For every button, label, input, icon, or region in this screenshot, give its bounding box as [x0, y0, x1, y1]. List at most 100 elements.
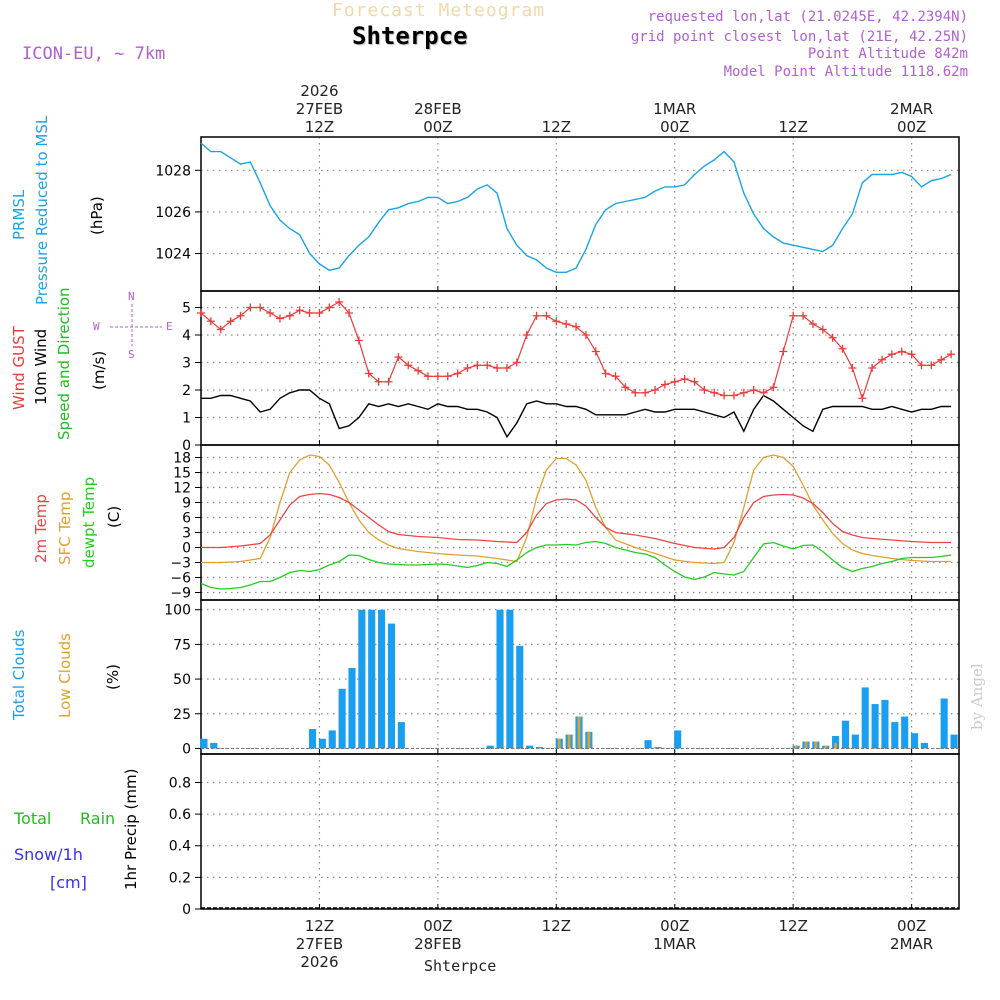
low-cloud-bar	[814, 741, 818, 749]
gust-marker	[848, 364, 857, 372]
gust-marker	[266, 309, 275, 317]
gust-marker	[197, 309, 205, 317]
gust-marker	[483, 361, 492, 370]
requested-coords: requested lon,lat (21.0245E, 42.2394N)	[647, 9, 968, 25]
total-cloud-bar	[358, 609, 366, 749]
gust-marker	[759, 388, 768, 397]
gust-marker	[453, 369, 462, 378]
low-cloud-bar	[794, 745, 798, 749]
gust-marker	[601, 369, 610, 378]
gust-marker	[887, 350, 896, 359]
total-cloud-bar	[881, 699, 889, 749]
gust-marker	[907, 350, 916, 359]
gust-marker	[799, 311, 808, 320]
gust-marker	[394, 353, 403, 361]
total-cloud-bar	[397, 722, 405, 749]
y-tick-label: 9	[182, 496, 191, 512]
gust-marker	[641, 388, 650, 397]
bottom-time-hour: 12Z	[542, 917, 571, 935]
total-cloud-bar	[644, 740, 652, 749]
total-cloud-bar	[891, 722, 899, 749]
y-tick-label: 4	[182, 328, 191, 344]
total-cloud-bar	[496, 609, 504, 749]
gust-marker	[345, 309, 354, 317]
total-cloud-bar	[654, 747, 662, 749]
low-cloud-bar	[557, 738, 561, 749]
gust-marker	[404, 361, 413, 370]
total-cloud-bar	[861, 687, 869, 749]
y-tick-label: 75	[173, 637, 191, 653]
low-cloud-bar	[804, 741, 808, 749]
gust-marker	[572, 322, 581, 331]
total-cloud-bar	[368, 609, 376, 749]
bottom-time-hour: 12Z	[305, 917, 334, 935]
station-name: Shterpce	[352, 22, 468, 50]
top-time-hour: 12Z	[779, 118, 808, 136]
total-cloud-bar	[940, 698, 948, 749]
total-cloud-bar	[338, 688, 346, 749]
gust-marker	[335, 298, 344, 306]
y-tick-label: 5	[182, 301, 191, 317]
y-tick-label: 6	[182, 511, 191, 527]
y-tick-label: 12	[173, 481, 191, 497]
gust-marker	[789, 311, 798, 320]
gust-marker	[917, 361, 926, 370]
total-cloud-bar	[210, 742, 218, 749]
top-time-date: 1MAR	[653, 100, 696, 118]
y-tick-label: 1026	[155, 205, 191, 221]
gust-marker	[246, 303, 255, 312]
total-cloud-bar	[516, 645, 524, 749]
gust-marker	[374, 377, 383, 386]
gust-marker	[858, 394, 867, 403]
total-cloud-bar	[308, 729, 317, 749]
gust-marker	[493, 364, 502, 372]
gust-marker	[779, 347, 788, 356]
top-time-date: 2MAR	[890, 100, 933, 118]
gust-marker	[424, 372, 433, 381]
compass-n: N	[128, 290, 135, 303]
gust-marker	[502, 364, 511, 372]
precip-snow-label: Snow/1h	[14, 845, 83, 864]
total-cloud-bar	[328, 730, 336, 749]
total-cloud-bar	[901, 716, 909, 749]
gust-marker	[749, 386, 758, 394]
gust-marker	[433, 372, 442, 381]
gust-marker	[275, 314, 284, 323]
model-altitude: Model Point Altitude 1118.62m	[723, 64, 968, 80]
y-tick-label: −9	[170, 586, 191, 602]
bottom-time-date: 2MAR	[890, 935, 933, 953]
gust-marker	[937, 355, 946, 364]
y-tick-label: 25	[173, 707, 191, 723]
model-label: ICON-EU, ~ 7km	[22, 44, 166, 64]
gust-marker	[522, 331, 531, 339]
gust-marker	[660, 380, 669, 389]
gust-marker	[670, 377, 679, 386]
gust-marker	[838, 344, 847, 353]
chart-title: Forecast Meteogram	[332, 0, 546, 21]
wind-gust-line	[200, 301, 952, 401]
gust-marker	[631, 388, 640, 397]
top-time-hour: 00Z	[897, 118, 926, 136]
gust-marker	[463, 364, 472, 372]
total-cloud-bar	[348, 667, 356, 749]
y-tick-label: 2	[182, 383, 191, 399]
y-tick-label: 0.6	[169, 807, 191, 823]
y-tick-label: 3	[182, 526, 191, 542]
precip-rain-label: Rain	[80, 809, 116, 828]
y-tick-label: 0.2	[169, 870, 191, 886]
gust-marker	[315, 309, 324, 317]
gust-marker	[680, 375, 689, 383]
gust-marker	[206, 317, 215, 326]
y-tick-label: 0	[182, 541, 191, 557]
total-cloud-bar	[318, 738, 326, 749]
gust-marker	[818, 325, 827, 334]
total-cloud-bar	[378, 609, 386, 749]
gust-marker	[720, 391, 729, 400]
y-tick-label: 50	[173, 672, 191, 688]
gust-marker	[651, 386, 660, 394]
gust-marker	[562, 320, 571, 328]
panel-frame	[200, 290, 960, 446]
bottom-time-hour: 00Z	[897, 917, 926, 935]
y-tick-label: 100	[164, 603, 191, 619]
total-cloud-bar	[674, 730, 682, 749]
